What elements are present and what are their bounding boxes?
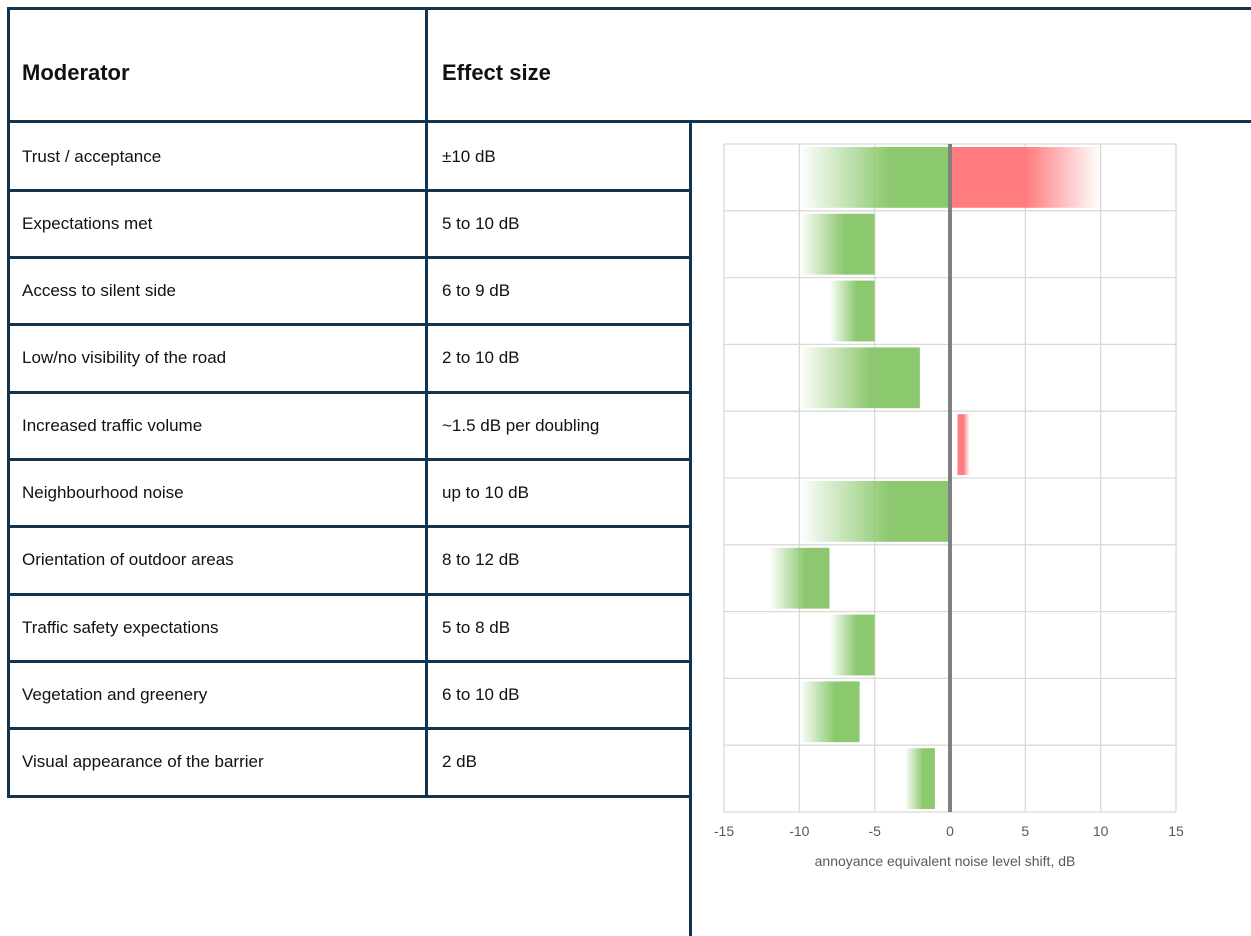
green-range-bar xyxy=(799,147,950,208)
green-range-bar xyxy=(829,614,875,676)
table-cell-moderator: Low/no visibility of the road xyxy=(22,348,227,368)
table-cell-moderator: Trust / acceptance xyxy=(22,146,162,166)
table-cell-moderator: Access to silent side xyxy=(22,281,177,301)
red-range-bar xyxy=(950,147,1101,208)
table-cell-moderator: Vegetation and greenery xyxy=(22,684,208,704)
row-border xyxy=(7,727,691,731)
table-top-border xyxy=(7,7,1251,10)
effect-size-chart: -15 -10 -5 0 5 10 15 annoyance equivalent nois… xyxy=(714,143,1184,869)
table-cell-moderator: Orientation of outdoor areas xyxy=(22,550,234,570)
row-border xyxy=(7,390,691,394)
table-cell-effect-size: 8 to 12 dB xyxy=(442,550,520,570)
row-border xyxy=(7,323,691,327)
green-range-bar xyxy=(799,347,920,409)
header-effect-size: Effect size xyxy=(442,60,551,85)
table-cell-moderator: Traffic safety expectations xyxy=(22,617,219,637)
red-range-bar xyxy=(957,414,970,475)
row-border xyxy=(7,525,691,529)
x-tick-label: -5 xyxy=(868,823,881,839)
x-tick-label: 0 xyxy=(946,823,954,839)
table-cell-effect-size: ±10 dB xyxy=(442,146,496,166)
table-cell-effect-size: 6 to 9 dB xyxy=(442,281,511,301)
x-axis-title: annoyance equivalent noise level shift, … xyxy=(815,853,1076,869)
table-cell-moderator: Expectations met xyxy=(22,213,153,233)
row-border xyxy=(7,659,691,663)
table-cell-effect-size: 2 dB xyxy=(442,752,477,772)
x-tick-label: 10 xyxy=(1093,823,1109,839)
table-cell-effect-size: 2 to 10 dB xyxy=(442,348,520,368)
green-range-bar xyxy=(769,547,830,609)
row-border xyxy=(7,592,691,596)
x-tick-label: 5 xyxy=(1021,823,1029,839)
row-border xyxy=(7,256,691,260)
table-cell-moderator: Increased traffic volume xyxy=(22,415,203,435)
x-tick-label: -10 xyxy=(789,823,809,839)
x-tick-label: -15 xyxy=(714,823,734,839)
green-range-bar xyxy=(799,213,875,275)
header-bottom-border xyxy=(7,120,1251,123)
column-divider xyxy=(425,7,428,796)
table-cell-effect-size: 5 to 10 dB xyxy=(442,213,520,233)
x-tick-label: 15 xyxy=(1168,823,1184,839)
green-range-bar xyxy=(799,681,860,743)
table-cell-effect-size: 5 to 8 dB xyxy=(442,617,511,637)
row-border xyxy=(7,188,691,192)
green-range-bar xyxy=(829,280,875,342)
table-cell-moderator: Visual appearance of the barrier xyxy=(22,752,264,772)
row-border xyxy=(7,794,691,798)
table-left-border xyxy=(7,7,10,796)
table-cell-moderator: Neighbourhood noise xyxy=(22,483,184,502)
header-moderator: Moderator xyxy=(22,60,130,85)
table-cell-effect-size: ~1.5 dB per doubling xyxy=(442,415,600,435)
row-border xyxy=(7,458,691,461)
table-cell-effect-size: up to 10 dB xyxy=(442,483,529,502)
green-range-bar xyxy=(904,748,935,809)
table-cell-effect-size: 6 to 10 dB xyxy=(442,684,520,704)
green-range-bar xyxy=(799,481,950,542)
